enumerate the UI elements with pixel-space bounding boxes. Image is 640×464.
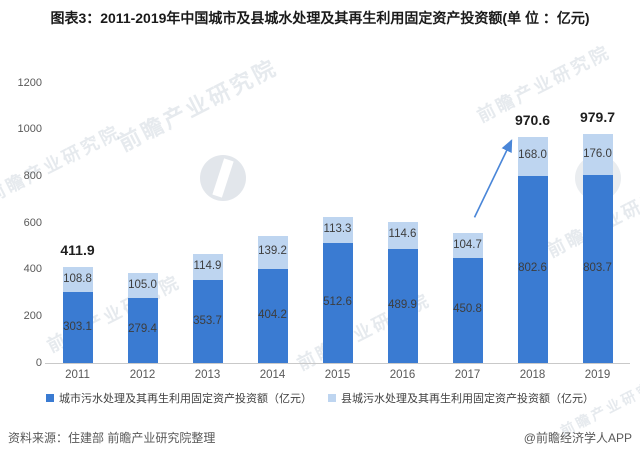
bar-city-2013 (192, 280, 223, 363)
y-axis-tick-1000: 1000 (17, 123, 42, 136)
bar-county-2017 (452, 233, 483, 258)
bar-county-2012 (127, 273, 158, 298)
legend-label-city: 城市污水处理及其再生利用固定资产投资额（亿元） (59, 393, 312, 405)
value-label-county-2017: 104.7 (453, 238, 482, 251)
value-label-city-2015: 512.6 (323, 296, 352, 309)
y-axis-tick-1200: 1200 (17, 76, 42, 89)
value-label-county-2018: 168.0 (518, 149, 547, 162)
bar-city-2017 (452, 257, 483, 363)
legend-item-city: 城市污水处理及其再生利用固定资产投资额（亿元） (46, 390, 312, 406)
value-label-city-2011: 303.1 (63, 320, 92, 333)
value-label-city-2018: 802.6 (518, 262, 547, 275)
footer: 资料来源：住建部 前瞻产业研究院整理 @前瞻经济学人APP (8, 429, 632, 446)
bar-county-2011 (62, 266, 93, 293)
y-axis-tick-800: 800 (23, 169, 42, 182)
bar-county-2014 (257, 236, 288, 269)
value-label-city-2016: 489.9 (388, 298, 417, 311)
value-label-county-2012: 105.0 (128, 278, 157, 291)
total-label-2011: 411.9 (60, 241, 95, 258)
x-axis-label-2017: 2017 (454, 369, 481, 381)
bar-county-2013 (192, 253, 223, 281)
bar-city-2015 (322, 243, 353, 363)
legend-label-county: 县城污水处理及其再生利用固定资产投资额（亿元） (341, 393, 594, 405)
value-label-city-2014: 404.2 (258, 308, 287, 321)
x-axis-label-2013: 2013 (194, 369, 221, 381)
bar-city-2012 (127, 297, 158, 363)
x-axis-label-2014: 2014 (259, 369, 286, 381)
total-label-2018: 970.6 (514, 111, 551, 128)
bar-city-2019 (582, 175, 613, 363)
value-label-city-2017: 450.8 (453, 303, 482, 316)
value-label-county-2015: 113.3 (323, 223, 352, 236)
bar-county-2018 (517, 136, 548, 176)
bar-city-2014 (257, 268, 288, 363)
legend: 城市污水处理及其再生利用固定资产投资额（亿元） 县城污水处理及其再生利用固定资产… (0, 390, 640, 406)
value-label-county-2011: 108.8 (63, 272, 92, 285)
y-axis-tick-400: 400 (23, 263, 42, 276)
bar-county-2015 (322, 216, 353, 244)
bar-county-2019 (582, 134, 613, 176)
x-axis-label-2011: 2011 (65, 369, 90, 381)
credit-note: @前瞻经济学人APP (523, 431, 632, 445)
x-axis-label-2018: 2018 (519, 369, 546, 381)
value-label-city-2013: 353.7 (193, 314, 222, 327)
value-label-county-2019: 176.0 (583, 147, 612, 160)
bar-county-2016 (387, 221, 418, 249)
value-label-county-2014: 139.2 (258, 245, 287, 258)
chart-title: 图表3：2011-2019年中国城市及县城水处理及其再生利用固定资产投资额(单 … (50, 10, 590, 26)
bar-city-2011 (62, 292, 93, 363)
y-axis-tick-200: 200 (23, 309, 42, 322)
total-label-2019: 979.7 (579, 109, 616, 126)
value-label-county-2013: 114.9 (193, 260, 222, 273)
legend-item-county: 县城污水处理及其再生利用固定资产投资额（亿元） (328, 390, 594, 406)
x-axis-label-2015: 2015 (324, 369, 351, 381)
x-axis-label-2016: 2016 (389, 369, 416, 381)
source-note: 资料来源：住建部 前瞻产业研究院整理 (8, 431, 216, 445)
value-label-county-2016: 114.6 (388, 228, 417, 241)
x-axis-label-2012: 2012 (129, 369, 156, 381)
bar-city-2016 (387, 248, 418, 363)
y-axis-tick-600: 600 (23, 216, 42, 229)
value-label-city-2019: 803.7 (583, 262, 612, 275)
value-label-city-2012: 279.4 (128, 323, 157, 336)
y-axis-tick-0: 0 (35, 356, 42, 369)
x-axis-label-2019: 2019 (584, 369, 611, 381)
bar-city-2018 (517, 175, 548, 363)
legend-swatch-city (46, 394, 54, 402)
x-axis-line (45, 363, 630, 364)
legend-swatch-county (328, 394, 336, 402)
